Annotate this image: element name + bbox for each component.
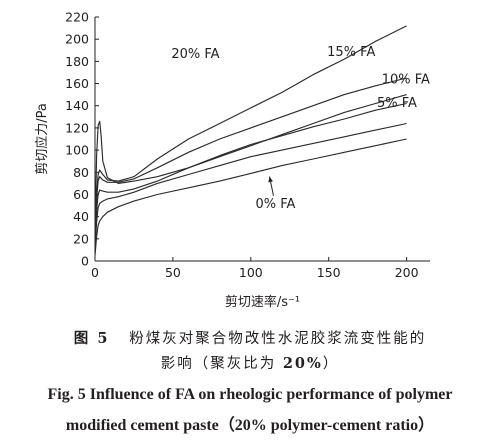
series-line-1 bbox=[94, 25, 407, 245]
annotation-arrow-head bbox=[268, 176, 273, 183]
x-tick-label: 50 bbox=[165, 265, 181, 280]
y-tick-label: 220 bbox=[65, 10, 89, 25]
series-line-2 bbox=[94, 77, 407, 248]
x-tick-label: 150 bbox=[317, 265, 341, 280]
series-annotation: 10% FA bbox=[382, 73, 430, 88]
y-axis-title: 剪切应力/Pa bbox=[34, 103, 50, 175]
y-tick-label: 120 bbox=[65, 120, 89, 135]
y-tick-label: 0 bbox=[81, 254, 89, 269]
x-tick-label: 0 bbox=[91, 265, 99, 280]
series-line-3 bbox=[94, 94, 407, 239]
x-tick-label: 100 bbox=[239, 265, 263, 280]
series-annotation: 5% FA bbox=[377, 96, 417, 111]
caption-cn-ratio: 20% bbox=[282, 355, 323, 372]
caption-figure-label: 图 5 bbox=[73, 330, 110, 347]
series-annotation: 15% FA bbox=[327, 45, 375, 60]
caption-cn-line2: 影响（聚灰比为 20%） bbox=[0, 352, 500, 373]
series-annotation: 20% FA bbox=[171, 47, 219, 62]
caption-en-line1: Fig. 5 Influence of FA on rheologic perf… bbox=[47, 386, 453, 403]
caption-en-line2: modified cement paste（20% polymer-cement… bbox=[65, 417, 435, 434]
series-line-6 bbox=[94, 138, 407, 256]
y-tick-label: 60 bbox=[73, 187, 89, 202]
series-annotation: 0% FA bbox=[255, 197, 295, 212]
rheology-chart: 0 50 100 150 200 0 20 40 60 80 100 120 140 160 180 200 2… bbox=[34, 10, 430, 311]
y-tick-label: 160 bbox=[65, 76, 89, 91]
y-tick-label: 100 bbox=[65, 143, 89, 158]
y-tick-label: 20 bbox=[73, 231, 89, 246]
y-tick-label: 40 bbox=[73, 209, 89, 224]
series-line-5 bbox=[94, 122, 407, 253]
y-tick-label: 180 bbox=[65, 54, 89, 69]
y-tick-label: 140 bbox=[65, 98, 89, 113]
x-axis-title: 剪切速率/s⁻¹ bbox=[225, 294, 300, 310]
caption-cn-text2-post: ） bbox=[322, 356, 340, 372]
y-tick-label: 80 bbox=[73, 165, 89, 180]
caption-cn-line1: 图 5 粉煤灰对聚合物改性水泥胶浆流变性能的 bbox=[0, 327, 500, 348]
series-line-4 bbox=[94, 102, 407, 250]
x-tick-label: 200 bbox=[395, 265, 419, 280]
caption-cn-text2-pre: 影响（聚灰比为 bbox=[160, 356, 283, 372]
y-tick-label: 200 bbox=[65, 32, 89, 47]
caption-cn-text1: 粉煤灰对聚合物改性水泥胶浆流变性能的 bbox=[129, 331, 427, 347]
